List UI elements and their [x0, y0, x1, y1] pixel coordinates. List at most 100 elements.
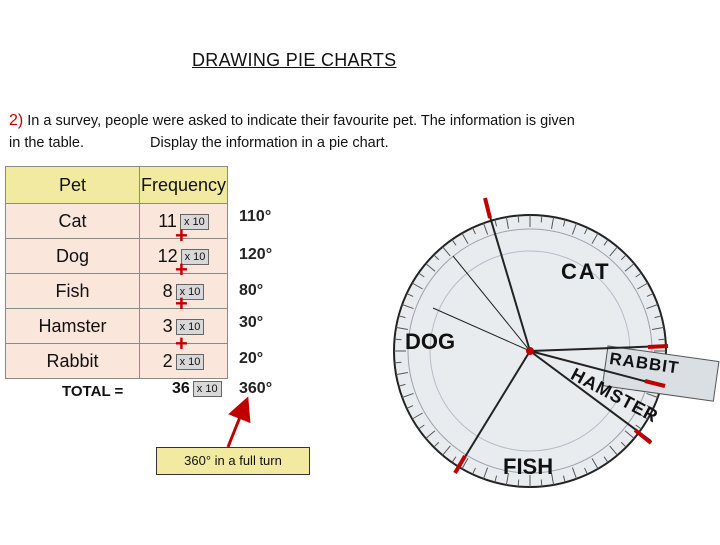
- protractor-tick: [394, 338, 402, 341]
- protractor-tick: [461, 232, 469, 244]
- multiplier-box: x 10: [179, 213, 209, 230]
- plus-sign: +: [175, 223, 188, 248]
- protractor-tick: [571, 223, 577, 235]
- label-cat: CAT: [561, 259, 611, 284]
- question-line1: In a survey, people were asked to indica…: [27, 113, 575, 129]
- protractor-tick: [451, 456, 457, 463]
- protractor-tick: [402, 392, 414, 398]
- freq-value: 11: [158, 210, 177, 231]
- slice-line: [529, 350, 652, 442]
- plus-sign: +: [175, 257, 188, 282]
- protractor-tick: [472, 467, 476, 475]
- degree-total: 360°: [239, 380, 273, 397]
- protractor-tick: [394, 361, 402, 364]
- multiplier-box: x 10: [175, 283, 205, 300]
- protractor-tick: [652, 326, 665, 330]
- protractor-tick: [483, 223, 489, 235]
- protractor-tick: [411, 412, 423, 420]
- question-text: 2) In a survey, people were asked to ind…: [9, 110, 709, 154]
- protractor-tick: [398, 383, 406, 387]
- plus-sign: +: [175, 331, 188, 356]
- freq-value: 3: [162, 315, 173, 336]
- protractor-tick: [609, 246, 618, 257]
- protractor-tick: [551, 473, 555, 486]
- protractor-tick: [402, 304, 414, 310]
- protractor-tick: [646, 293, 654, 297]
- protractor-tick: [635, 424, 642, 430]
- arrow-to-total: [226, 396, 251, 448]
- question-line2b: Display the information in a pie chart.: [150, 135, 389, 151]
- ruler-strip: [601, 345, 720, 402]
- protractor-tick: [646, 405, 654, 409]
- protractor-tick: [540, 479, 543, 487]
- rim-markers: [453, 197, 669, 475]
- rim-marker: [483, 197, 492, 219]
- rim-marker: [633, 428, 653, 445]
- protractor-tick: [603, 239, 609, 246]
- protractor-tick: [451, 239, 457, 246]
- protractor-tick: [418, 424, 425, 430]
- slice-line: [529, 345, 666, 352]
- freq-cell: 12 x 10: [139, 238, 228, 274]
- slice-line: [484, 199, 531, 352]
- full-turn-note: 360° in a full turn: [156, 447, 310, 475]
- label-dog: DOG: [405, 329, 456, 354]
- pet-fish: Fish: [5, 273, 140, 309]
- degree-fish: 80°: [239, 282, 264, 299]
- rim-marker: [453, 454, 467, 475]
- protractor-tick: [442, 246, 451, 257]
- freq-value: 12: [157, 245, 178, 266]
- protractor-tick: [562, 475, 566, 483]
- protractor-tick: [658, 338, 666, 341]
- protractor-tick: [411, 282, 423, 290]
- protractor-tick: [591, 458, 599, 470]
- protractor-tick: [425, 263, 436, 272]
- page-title: DRAWING PIE CHARTS: [192, 50, 397, 70]
- protractor-tick: [637, 412, 649, 420]
- slice-lines: [432, 199, 666, 471]
- protractor-tick: [418, 272, 425, 278]
- total-label: TOTAL =: [62, 383, 124, 400]
- protractor-tick: [624, 430, 635, 439]
- protractor-tick: [517, 479, 520, 487]
- protractor-tick: [551, 216, 555, 229]
- protractor-tick: [494, 219, 498, 227]
- guide-line: [432, 307, 531, 352]
- protractor-tick: [505, 216, 509, 229]
- protractor-tick: [395, 326, 408, 330]
- protractor-tick: [609, 445, 618, 456]
- protractor-ring: [407, 228, 653, 474]
- protractor-tick: [620, 441, 627, 448]
- protractor-tick: [562, 219, 566, 227]
- degree-rabbit: 20°: [239, 350, 264, 367]
- pie-center: [526, 347, 534, 355]
- protractor-tick: [603, 456, 609, 463]
- slice-line: [529, 350, 664, 387]
- protractor-tick: [425, 430, 436, 439]
- protractor-tick: [646, 392, 658, 398]
- guide-line: [452, 255, 531, 352]
- protractor-tick: [571, 467, 577, 479]
- protractor-tick: [395, 372, 408, 376]
- question-number: 2): [9, 112, 24, 129]
- protractor-tick: [584, 227, 588, 235]
- protractor-tick: [637, 282, 649, 290]
- freq-cell: 11 x 10: [139, 203, 228, 239]
- protractor-tick: [517, 215, 520, 223]
- multiplier-box: x 10: [180, 248, 210, 265]
- pie-chart: CAT DOG FISH RABBIT HAMSTER: [393, 196, 720, 545]
- protractor-tick: [433, 254, 440, 261]
- arrow-spacer: [186, 412, 203, 447]
- freq-value: 2: [162, 350, 173, 371]
- protractor-tick: [433, 441, 440, 448]
- protractor-tick: [540, 215, 543, 223]
- degree-dog: 120°: [239, 246, 273, 263]
- protractor-tick: [406, 293, 414, 297]
- protractor-tick: [591, 232, 599, 244]
- protractor-tick: [494, 475, 498, 483]
- frequency-table: Pet Frequency Cat 11 x 10 Dog 12 x 10 Fish…: [5, 166, 228, 379]
- total-frequency: 36: [172, 380, 190, 397]
